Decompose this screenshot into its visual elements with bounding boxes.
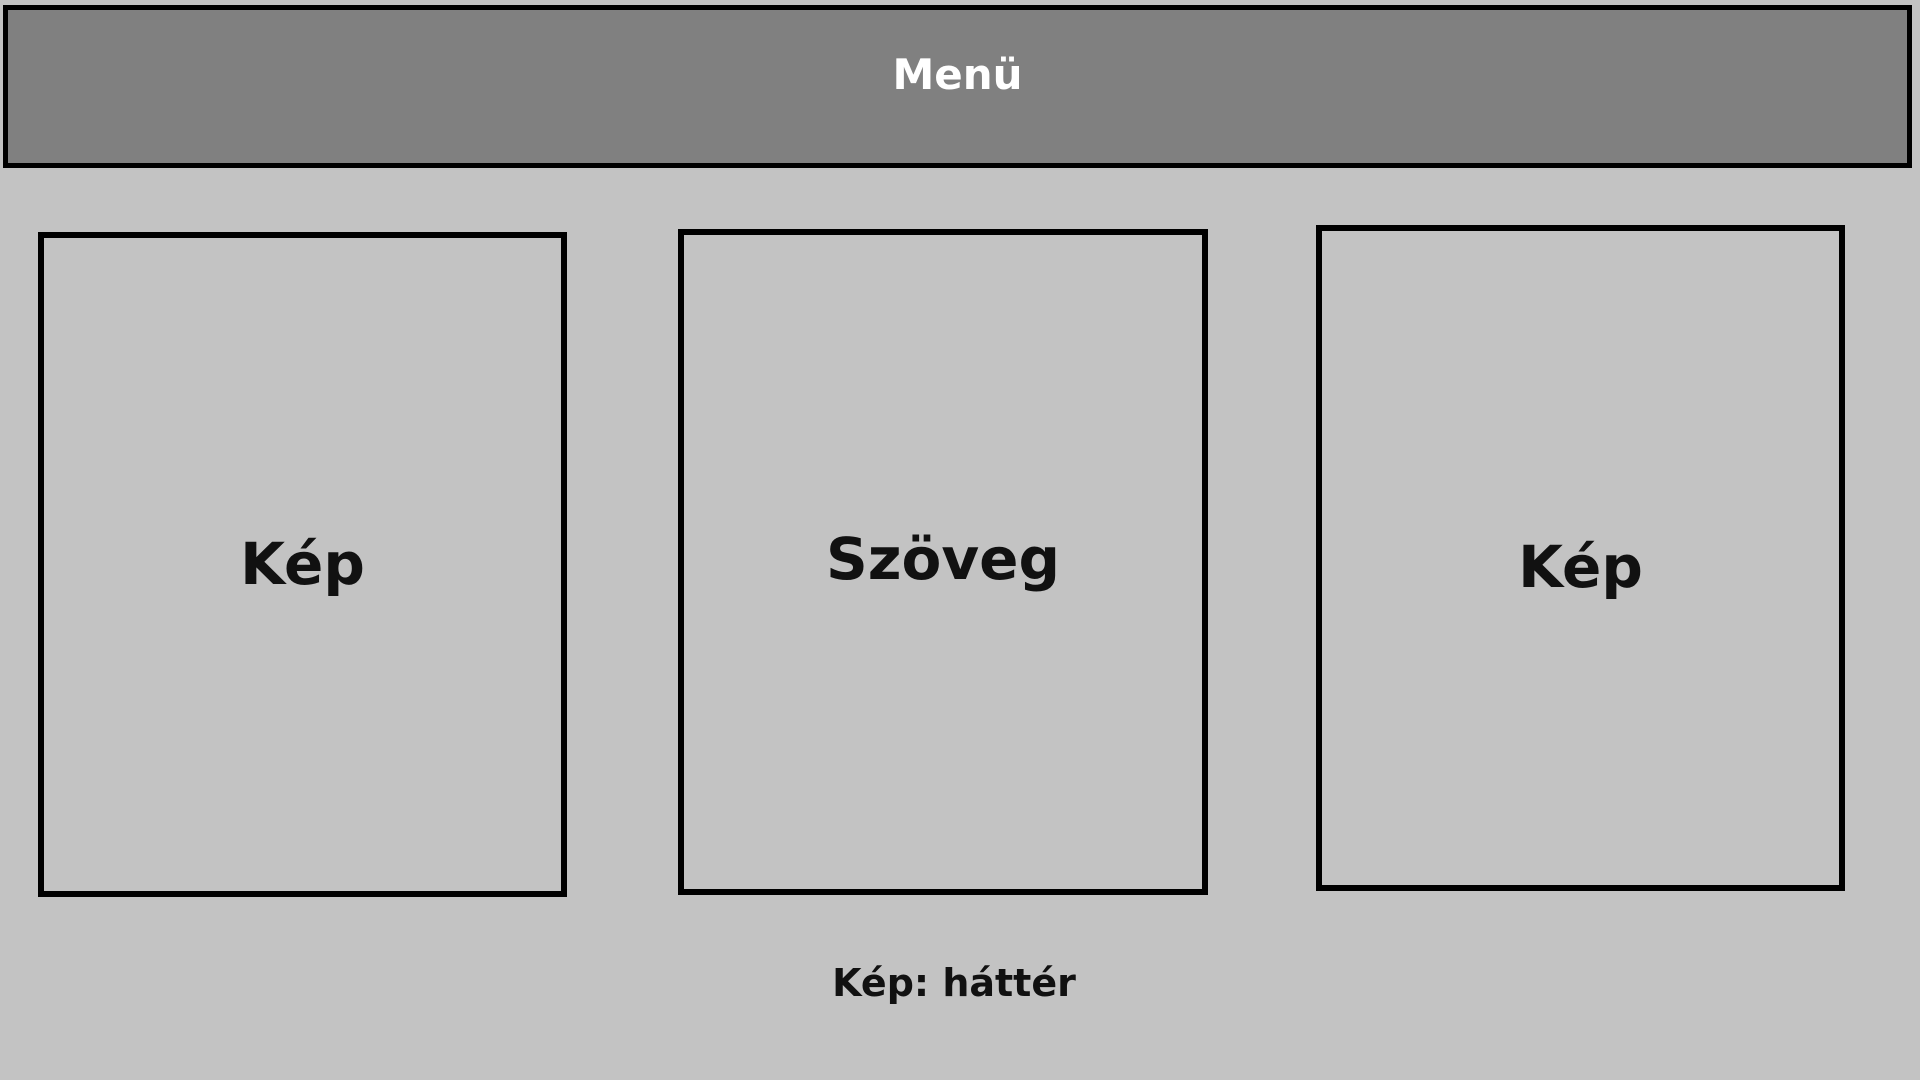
- menu-title: Menü: [892, 50, 1023, 99]
- image-panel-right-label: Kép: [1518, 533, 1643, 601]
- text-panel-center-label: Szöveg: [825, 525, 1061, 593]
- image-panel-left: Kép: [38, 232, 567, 897]
- menu-bar[interactable]: Menü: [3, 5, 1912, 168]
- image-panel-left-label: Kép: [240, 530, 365, 598]
- background-caption: Kép: háttér: [832, 961, 1076, 1005]
- image-panel-right: Kép: [1316, 225, 1845, 891]
- text-panel-center: Szöveg: [678, 229, 1208, 895]
